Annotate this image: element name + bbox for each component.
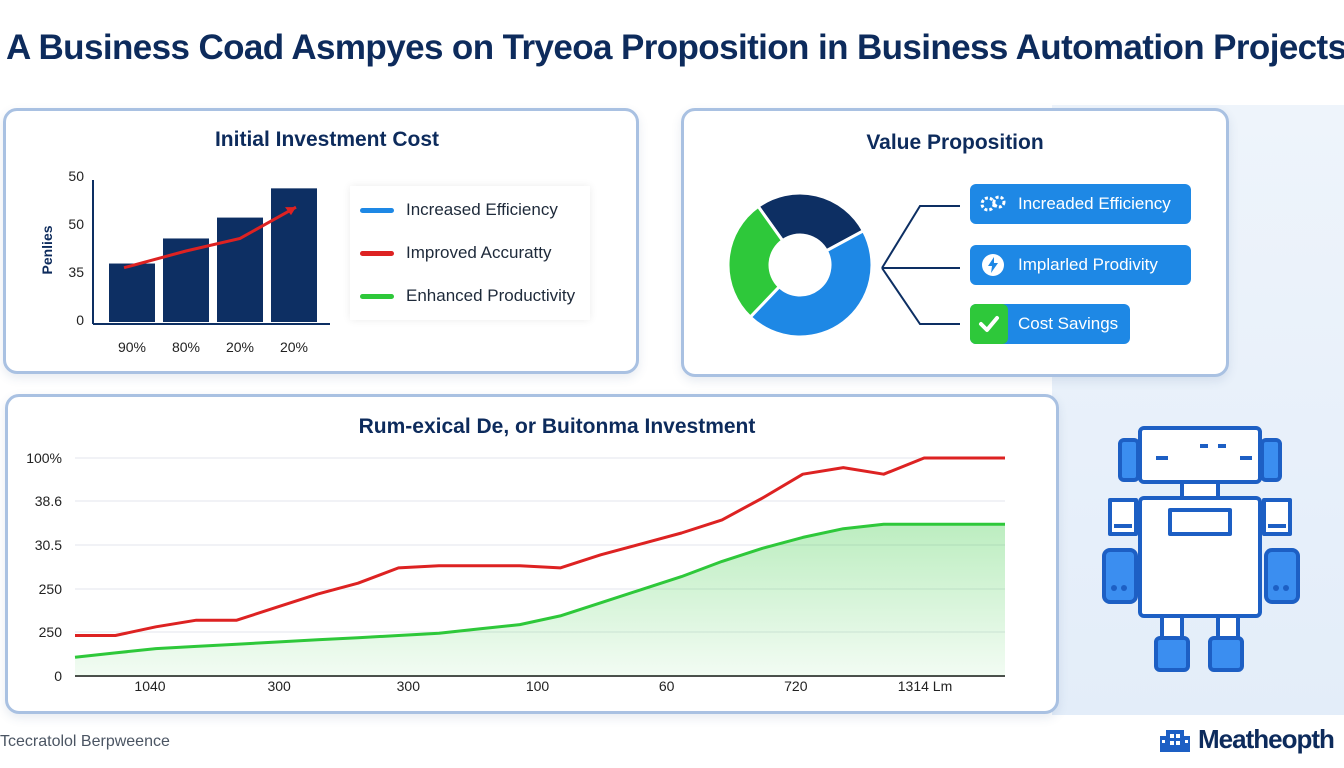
bar-chart-legend: Increased Efficiency Improved Accuratty …	[350, 186, 590, 320]
lightning-icon	[978, 250, 1008, 280]
legend-label-accuracy: Improved Accuratty	[406, 243, 552, 262]
checkmark-icon	[970, 304, 1008, 344]
page-title: A Business Coad Asmpyes on Tryeoa Propos…	[6, 28, 1344, 67]
investment-trend-title: Rum-exical De, or Buitonma Investment	[358, 415, 756, 438]
investment-trend-panel: Rum-exical De, or Buitonma Investment	[5, 394, 1059, 714]
legend-item-productivity: Enhanced Productivity	[360, 286, 575, 306]
gears-icon	[978, 189, 1008, 219]
legend-item-efficiency: Increased Efficiency	[360, 200, 558, 220]
callout-label-cost-savings: Cost Savings	[1018, 314, 1119, 333]
legend-label-productivity: Enhanced Productivity	[406, 286, 576, 305]
callout-cost-savings: Cost Savings	[970, 304, 1130, 344]
brand-logo: Meatheopth	[1158, 724, 1335, 755]
legend-swatch-red	[360, 250, 394, 256]
legend-label-efficiency: Increased Efficiency	[406, 200, 558, 219]
building-icon	[1160, 729, 1190, 752]
legend-item-accuracy: Improved Accuratty	[360, 243, 552, 263]
value-proposition-panel: Value Proposition	[681, 108, 1229, 377]
callout-productivity: Implarled Prodivity	[970, 245, 1191, 285]
callout-label-productivity: Implarled Prodivity	[1018, 255, 1158, 274]
robot-illustration	[1102, 426, 1300, 672]
callout-efficiency: Increaded Efficiency	[970, 184, 1191, 224]
legend-swatch-blue	[360, 207, 394, 213]
value-proposition-title: Value Proposition	[866, 131, 1044, 154]
legend-swatch-green	[360, 293, 394, 299]
callout-label-efficiency: Increaded Efficiency	[1018, 194, 1171, 213]
investment-cost-title: Initial Investment Cost	[214, 128, 440, 151]
brand-name: Meatheopth	[1198, 724, 1335, 754]
footer-caption: Tcecratolol Berpweence	[0, 733, 170, 750]
